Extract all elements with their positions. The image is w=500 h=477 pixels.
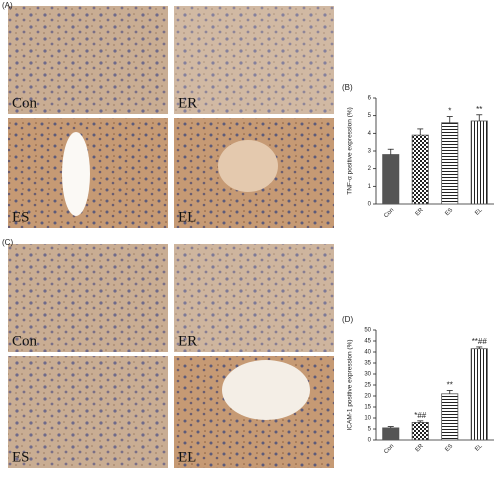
y-tick-label: 45 bbox=[364, 339, 371, 345]
micrograph-label: EL bbox=[178, 449, 196, 465]
y-axis-label: ICAM-1 positive expression (%) bbox=[347, 339, 354, 430]
error-bar bbox=[387, 148, 394, 155]
micrograph-label: ES bbox=[12, 449, 30, 465]
x-tick-label: ES bbox=[444, 443, 454, 453]
panel-label: (D) bbox=[342, 315, 353, 324]
panel-label: (C) bbox=[2, 238, 13, 247]
significance-label: ** bbox=[476, 105, 482, 114]
y-tick-label: 5 bbox=[368, 113, 372, 119]
vessel bbox=[218, 140, 278, 192]
error-bar bbox=[387, 426, 394, 428]
x-tick-label: ES bbox=[444, 207, 454, 217]
y-tick-label: 20 bbox=[364, 394, 371, 400]
bar bbox=[470, 120, 488, 205]
error-bar bbox=[476, 114, 483, 121]
micrograph-label: Con bbox=[12, 95, 38, 111]
x-tick-label: Con bbox=[383, 443, 395, 455]
y-tick-label: 40 bbox=[364, 350, 371, 356]
micrographs bbox=[8, 6, 334, 468]
error-bar bbox=[476, 346, 483, 349]
micrograph-label: ER bbox=[178, 333, 197, 349]
y-tick-label: 0 bbox=[368, 438, 372, 444]
micrograph bbox=[8, 6, 168, 114]
significance-label: ** bbox=[447, 381, 453, 390]
significance-label: *## bbox=[414, 411, 427, 420]
y-tick-label: 15 bbox=[364, 405, 371, 411]
micrograph bbox=[8, 244, 168, 352]
bar bbox=[470, 348, 488, 441]
micrograph-label: EL bbox=[178, 209, 196, 225]
y-tick-label: 2 bbox=[368, 166, 372, 172]
x-tick-label: EL bbox=[474, 443, 484, 453]
bar bbox=[411, 421, 429, 441]
bar bbox=[382, 154, 400, 205]
y-tick-label: 4 bbox=[368, 131, 372, 137]
bar bbox=[382, 427, 400, 441]
y-tick-label: 35 bbox=[364, 361, 371, 367]
micrograph-label: Con bbox=[12, 333, 38, 349]
significance-label: **## bbox=[472, 337, 488, 346]
bar bbox=[441, 122, 459, 205]
bar bbox=[411, 134, 429, 205]
micrograph bbox=[174, 6, 334, 114]
micrograph-label: ES bbox=[12, 209, 30, 225]
y-tick-label: 25 bbox=[364, 383, 371, 389]
y-tick-label: 1 bbox=[368, 184, 372, 190]
x-tick-label: Con bbox=[383, 207, 395, 219]
micrograph-label: ER bbox=[178, 95, 197, 111]
panel-label: (A) bbox=[2, 1, 13, 10]
significance-label: * bbox=[448, 107, 451, 116]
x-tick-label: EL bbox=[474, 207, 484, 217]
bar bbox=[441, 393, 459, 441]
error-bar bbox=[417, 128, 424, 136]
vessel bbox=[62, 132, 90, 216]
y-tick-label: 3 bbox=[368, 149, 372, 155]
y-tick-label: 5 bbox=[368, 427, 372, 433]
y-axis-label: TNF-α positive expression (%) bbox=[347, 107, 354, 195]
micrograph bbox=[8, 356, 168, 468]
error-bar bbox=[446, 390, 453, 394]
error-bar bbox=[417, 420, 424, 423]
micrograph bbox=[174, 244, 334, 352]
vessel bbox=[222, 360, 310, 420]
y-tick-label: 10 bbox=[364, 416, 371, 422]
y-tick-label: 6 bbox=[368, 96, 372, 102]
y-tick-label: 30 bbox=[364, 372, 371, 378]
x-tick-label: ER bbox=[415, 207, 426, 218]
y-tick-label: 50 bbox=[364, 328, 371, 334]
error-bar bbox=[446, 116, 453, 123]
panel-label: (B) bbox=[342, 83, 353, 92]
x-tick-label: ER bbox=[415, 443, 426, 454]
y-tick-label: 0 bbox=[368, 202, 372, 208]
